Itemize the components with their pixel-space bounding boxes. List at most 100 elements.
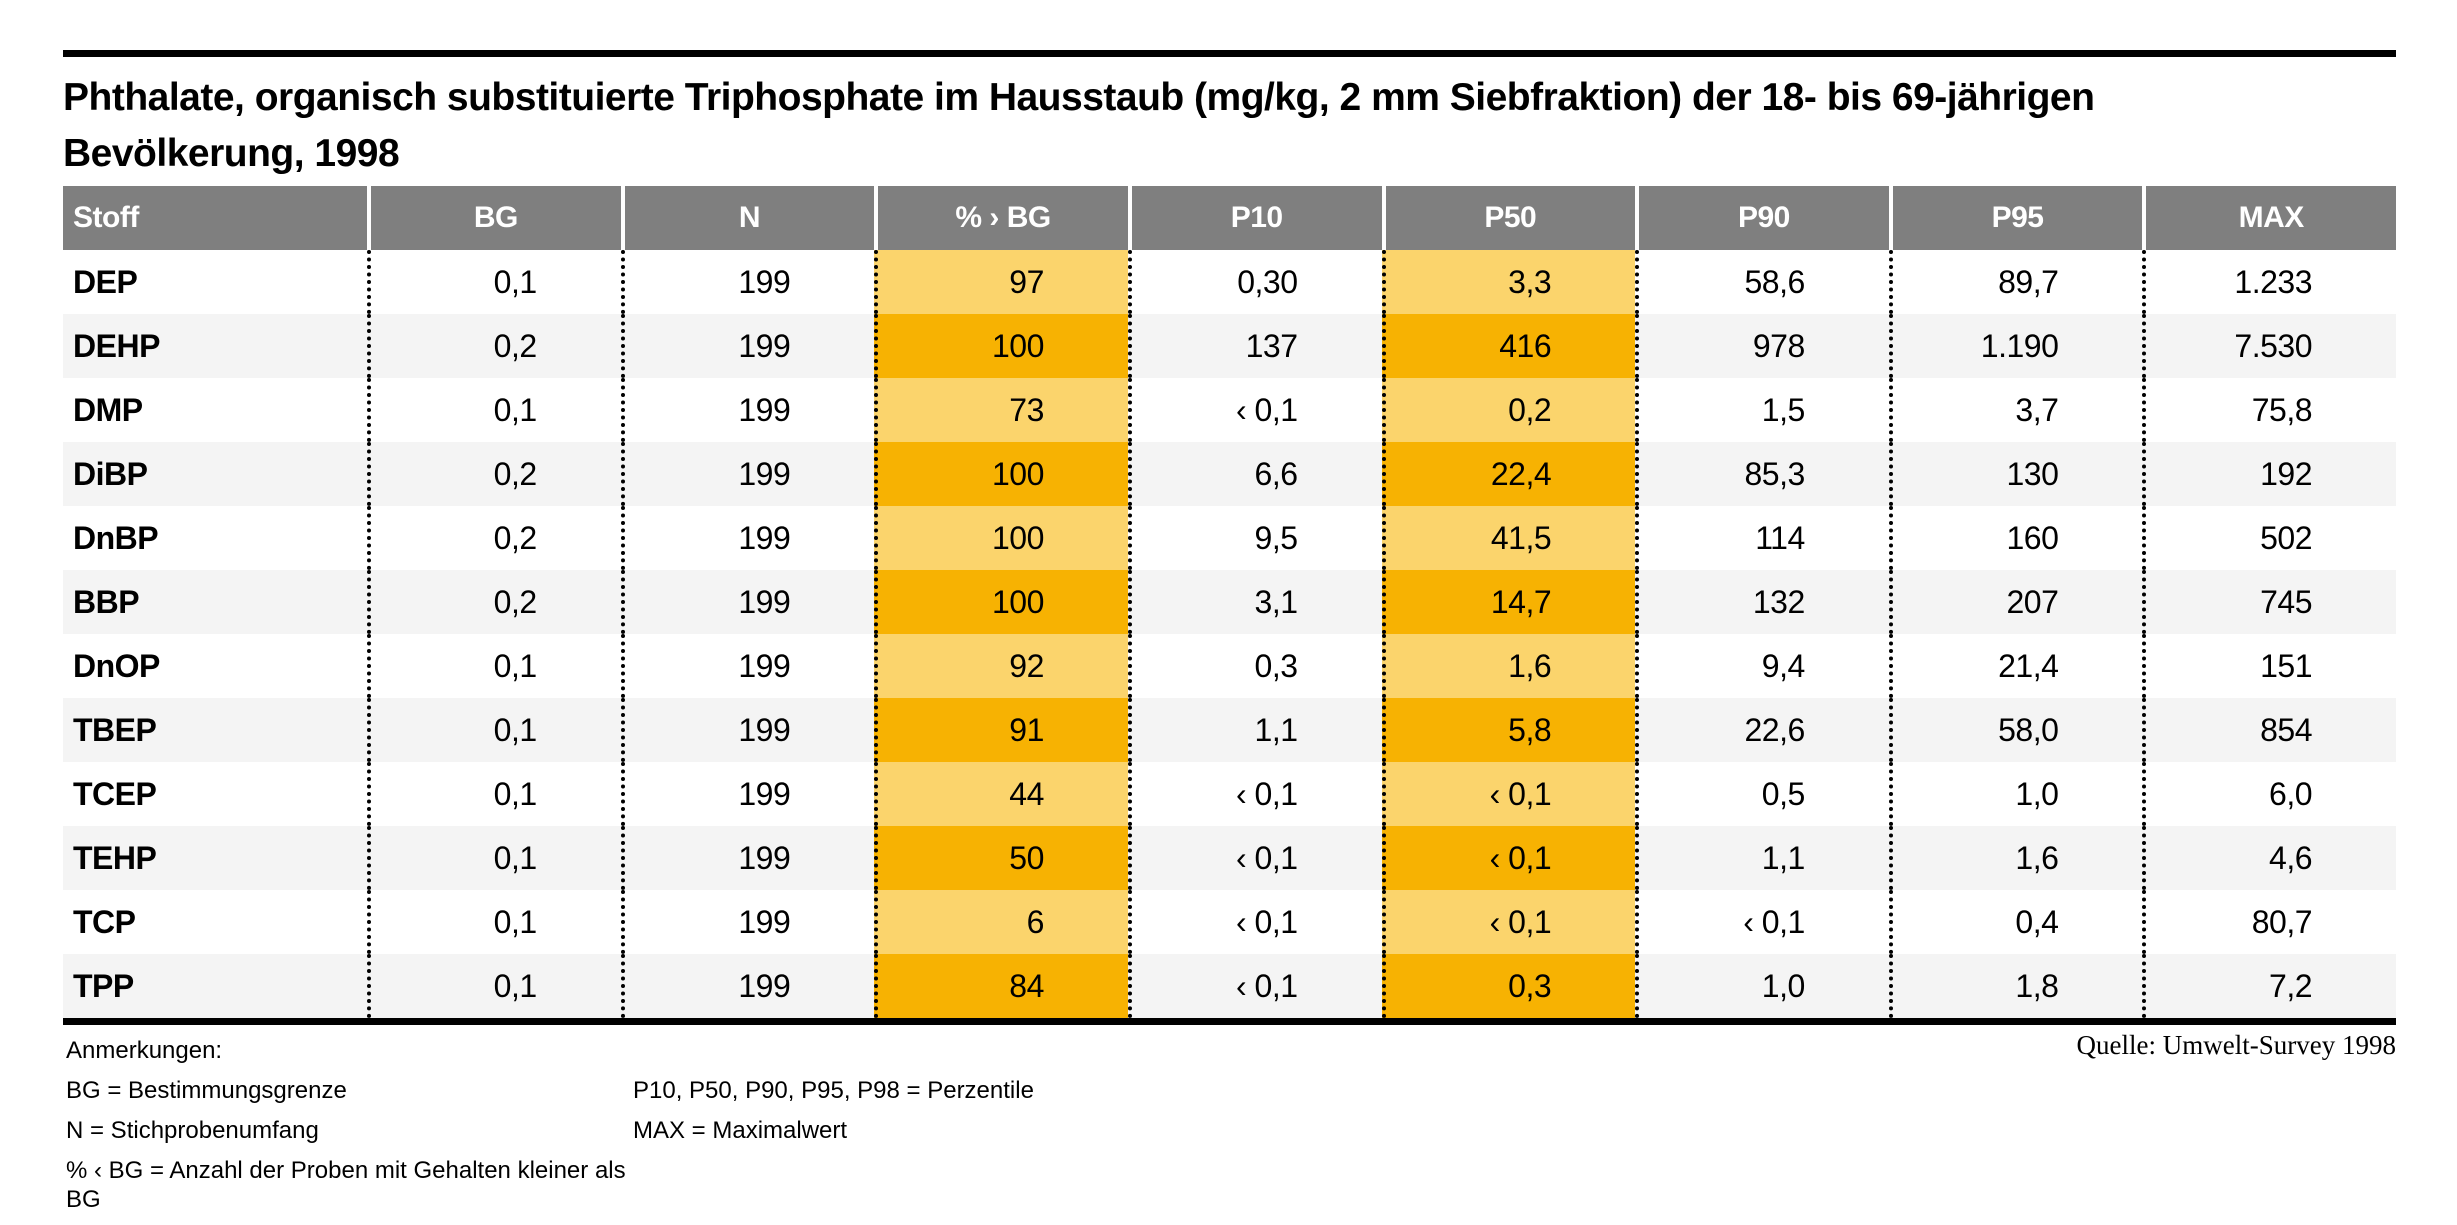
cell: 84 [874, 954, 1128, 1018]
bottom-rule [63, 1018, 2396, 1025]
cell: 4,6 [2142, 826, 2396, 890]
row-label: TBEP [73, 711, 157, 748]
cell: 58,6 [1635, 250, 1889, 314]
cell: ‹ 0,1 [1381, 890, 1636, 954]
cell: 192 [2142, 442, 2396, 506]
cell: 0,4 [1888, 890, 2143, 954]
cell: 0,2 [367, 442, 621, 506]
cell: 3,7 [1888, 378, 2143, 442]
column-header-4: P10 [1127, 186, 1382, 250]
cell: 1.233 [2142, 250, 2396, 314]
row-label: DMP [73, 391, 143, 428]
cell: 73 [874, 378, 1128, 442]
cell: 3,1 [1127, 570, 1382, 634]
table-row: DEP 0,1 199 97 0,30 3,3 58,6 89,7 1.233 [63, 250, 2396, 314]
cell: 0,1 [367, 890, 621, 954]
row-label: DnOP [73, 647, 160, 684]
column-header-3: % › BG [874, 186, 1128, 250]
chart-title-line-1: Phthalate, organisch substituierte Triph… [63, 76, 2095, 119]
table-row: TCEP 0,1 199 44 ‹ 0,1 ‹ 0,1 0,5 1,0 6,0 [63, 762, 2396, 826]
cell: 0,1 [367, 698, 621, 762]
cell: 1,6 [1888, 826, 2143, 890]
column-header-1: BG [367, 186, 621, 250]
cell: 199 [620, 762, 875, 826]
notes-line: BG = Bestimmungsgrenze P10, P50, P90, P9… [66, 1076, 2396, 1105]
cell: 58,0 [1888, 698, 2143, 762]
note-n-definition: N = Stichprobenumfang [66, 1117, 319, 1144]
cell: 75,8 [2142, 378, 2396, 442]
table-header-row: Stoff BG N% › BG P10 P50 P90 P95 MAX [63, 186, 2396, 250]
cell: 6,6 [1127, 442, 1382, 506]
table-row: TEHP 0,1 199 50 ‹ 0,1 ‹ 0,1 1,1 1,6 4,6 [63, 826, 2396, 890]
cell: 100 [874, 314, 1128, 378]
table-row: TBEP 0,1 199 91 1,1 5,8 22,6 58,0 854 [63, 698, 2396, 762]
column-header-2: N [620, 186, 875, 250]
cell: ‹ 0,1 [1127, 826, 1382, 890]
cell: 0,2 [367, 570, 621, 634]
row-label: DnBP [73, 519, 159, 556]
cell: 207 [1888, 570, 2143, 634]
cell: 50 [874, 826, 1128, 890]
note-max-definition: MAX = Maximalwert [633, 1117, 848, 1144]
cell: 1,1 [1635, 826, 1889, 890]
notes-line: % ‹ BG = Anzahl der Proben mit Gehalten … [66, 1156, 2396, 1214]
cell: ‹ 0,1 [1127, 890, 1382, 954]
cell: 0,1 [367, 762, 621, 826]
cell: ‹ 0,1 [1127, 378, 1382, 442]
cell: 199 [620, 250, 875, 314]
cell: 0,2 [1381, 378, 1636, 442]
table-row: TCP 0,1 199 6 ‹ 0,1 ‹ 0,1 ‹ 0,1 0,4 80,7 [63, 890, 2396, 954]
cell: 1,1 [1127, 698, 1382, 762]
cell: 502 [2142, 506, 2396, 570]
cell: 100 [874, 506, 1128, 570]
column-header-8: MAX [2142, 186, 2396, 250]
notes-spacer [633, 1156, 2396, 1214]
cell: 160 [1888, 506, 2143, 570]
cell: 199 [620, 634, 875, 698]
table-row: DnOP 0,1 199 92 0,3 1,6 9,4 21,4 151 [63, 634, 2396, 698]
chart-title-line-2: Bevölkerung, 1998 [63, 132, 400, 175]
cell: 5,8 [1381, 698, 1636, 762]
cell: 0,2 [367, 314, 621, 378]
note-bg-definition: BG = Bestimmungsgrenze [66, 1077, 347, 1104]
notes-section: Quelle: Umwelt-Survey 1998 Anmerkungen: … [63, 1030, 2396, 1214]
cell: 1,6 [1381, 634, 1636, 698]
cell: 0,3 [1127, 634, 1382, 698]
cell: 0,1 [367, 826, 621, 890]
cell: 151 [2142, 634, 2396, 698]
cell: 854 [2142, 698, 2396, 762]
cell: 22,4 [1381, 442, 1636, 506]
cell: ‹ 0,1 [1381, 762, 1636, 826]
cell: 0,3 [1381, 954, 1636, 1018]
cell: 21,4 [1888, 634, 2143, 698]
cell: ‹ 0,1 [1381, 826, 1636, 890]
table-figure: Phthalate, organisch substituierte Triph… [63, 0, 2396, 1225]
note-percentile-definition: P10, P50, P90, P95, P98 = Perzentile [633, 1077, 1034, 1104]
cell: 7,2 [2142, 954, 2396, 1018]
cell: 9,4 [1635, 634, 1889, 698]
cell: 199 [620, 314, 875, 378]
table-row: DMP 0,1 199 73 ‹ 0,1 0,2 1,5 3,7 75,8 [63, 378, 2396, 442]
cell: 0,2 [367, 506, 621, 570]
column-header-6: P90 [1635, 186, 1889, 250]
cell: 7.530 [2142, 314, 2396, 378]
column-header-stoff: Stoff [63, 186, 367, 250]
cell: 745 [2142, 570, 2396, 634]
cell: 6 [874, 890, 1128, 954]
cell: 199 [620, 826, 875, 890]
cell: 92 [874, 634, 1128, 698]
cell: 137 [1127, 314, 1382, 378]
table-row: DiBP 0,2 199 100 6,6 22,4 85,3 130 192 [63, 442, 2396, 506]
cell: 130 [1888, 442, 2143, 506]
cell: 199 [620, 890, 875, 954]
column-header-5: P50 [1381, 186, 1636, 250]
cell: 22,6 [1635, 698, 1889, 762]
cell: 199 [620, 698, 875, 762]
cell: 199 [620, 954, 875, 1018]
cell: 0,1 [367, 634, 621, 698]
row-label: DiBP [73, 455, 148, 492]
cell: 0,1 [367, 954, 621, 1018]
row-label: TCP [73, 903, 136, 940]
column-header-7: P95 [1888, 186, 2143, 250]
